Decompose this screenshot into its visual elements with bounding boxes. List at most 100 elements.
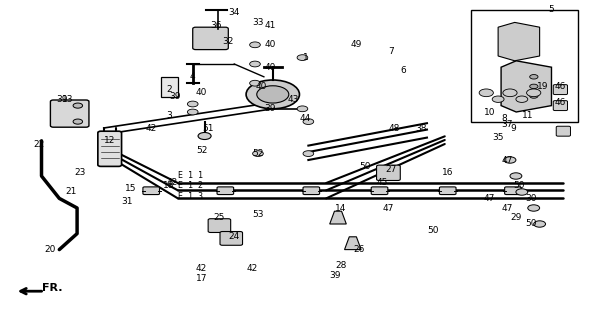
Text: 25: 25 <box>213 213 225 222</box>
Circle shape <box>187 101 198 107</box>
FancyBboxPatch shape <box>505 187 521 195</box>
Text: 47: 47 <box>501 204 513 212</box>
Text: 8: 8 <box>501 114 507 123</box>
Circle shape <box>530 75 538 79</box>
Text: 19: 19 <box>537 82 549 91</box>
Text: 47: 47 <box>501 156 513 164</box>
Text: 42: 42 <box>247 264 257 273</box>
Circle shape <box>516 96 528 102</box>
FancyBboxPatch shape <box>553 84 568 95</box>
Text: 52: 52 <box>252 149 264 158</box>
Polygon shape <box>501 61 551 112</box>
Text: 22: 22 <box>33 140 44 148</box>
Text: 13: 13 <box>62 95 74 104</box>
Circle shape <box>253 151 263 156</box>
Text: 47: 47 <box>483 194 495 203</box>
Text: 23: 23 <box>74 168 86 177</box>
Text: FR.: FR. <box>42 283 62 293</box>
Polygon shape <box>498 22 540 61</box>
Text: 17: 17 <box>196 274 208 283</box>
Text: 43: 43 <box>288 95 299 104</box>
Text: 39: 39 <box>169 92 181 100</box>
Text: 51: 51 <box>202 124 213 132</box>
Circle shape <box>303 151 314 156</box>
Text: 40: 40 <box>196 88 208 97</box>
Text: 45: 45 <box>377 178 388 187</box>
Circle shape <box>246 80 299 109</box>
Text: 24: 24 <box>229 232 240 241</box>
Text: 9: 9 <box>510 124 516 132</box>
Circle shape <box>530 94 538 98</box>
FancyBboxPatch shape <box>553 100 568 110</box>
Circle shape <box>297 55 308 60</box>
Text: 48: 48 <box>388 124 400 132</box>
FancyBboxPatch shape <box>208 219 231 233</box>
Text: 39: 39 <box>264 104 276 113</box>
Text: 40: 40 <box>255 82 267 91</box>
FancyBboxPatch shape <box>220 232 243 245</box>
Text: 50: 50 <box>359 162 371 171</box>
Text: 11: 11 <box>522 111 534 120</box>
FancyBboxPatch shape <box>303 187 320 195</box>
Circle shape <box>198 132 211 140</box>
Text: 18: 18 <box>163 181 175 190</box>
Text: 16: 16 <box>442 168 454 177</box>
Text: 39: 39 <box>329 271 341 280</box>
Circle shape <box>303 119 314 124</box>
Text: 10: 10 <box>483 108 495 116</box>
Circle shape <box>73 119 82 124</box>
Text: 41: 41 <box>264 21 276 30</box>
Text: 14: 14 <box>335 204 347 212</box>
FancyBboxPatch shape <box>217 187 234 195</box>
Text: 36: 36 <box>211 21 222 30</box>
Text: 15: 15 <box>125 184 136 193</box>
Text: 35: 35 <box>492 133 504 142</box>
Text: 4: 4 <box>190 72 196 81</box>
Text: 34: 34 <box>228 8 240 17</box>
FancyBboxPatch shape <box>161 77 178 97</box>
Text: 31: 31 <box>122 197 133 206</box>
Circle shape <box>73 103 82 108</box>
Text: 12: 12 <box>104 136 116 145</box>
Circle shape <box>250 42 260 48</box>
Circle shape <box>503 89 517 97</box>
Text: 30: 30 <box>525 194 537 203</box>
Text: 44: 44 <box>300 114 311 123</box>
Text: 52: 52 <box>196 146 208 155</box>
Text: 29: 29 <box>510 213 522 222</box>
FancyBboxPatch shape <box>50 100 89 127</box>
Text: 42: 42 <box>167 178 177 187</box>
Text: 20: 20 <box>44 245 56 254</box>
FancyBboxPatch shape <box>471 10 578 122</box>
Text: 46: 46 <box>554 98 566 107</box>
Circle shape <box>492 96 504 102</box>
Text: 27: 27 <box>385 165 397 174</box>
FancyBboxPatch shape <box>556 126 570 136</box>
FancyBboxPatch shape <box>193 27 228 50</box>
Text: 2: 2 <box>166 85 172 94</box>
Circle shape <box>479 89 493 97</box>
Circle shape <box>187 109 198 115</box>
Text: 42: 42 <box>196 264 207 273</box>
Circle shape <box>257 86 289 103</box>
Circle shape <box>510 173 522 179</box>
Circle shape <box>504 157 516 163</box>
Text: 50: 50 <box>525 220 537 228</box>
Circle shape <box>528 205 540 211</box>
Circle shape <box>250 61 260 67</box>
Circle shape <box>530 84 538 89</box>
Text: 28: 28 <box>335 261 347 270</box>
Text: 37: 37 <box>501 120 513 129</box>
FancyBboxPatch shape <box>98 131 122 166</box>
Text: 38: 38 <box>415 124 427 132</box>
Text: 1: 1 <box>302 53 308 62</box>
Text: 3: 3 <box>166 111 172 120</box>
Circle shape <box>250 80 260 86</box>
Text: 47: 47 <box>382 204 394 212</box>
Text: 21: 21 <box>65 188 77 196</box>
Text: 50: 50 <box>427 226 439 235</box>
Text: 39: 39 <box>56 95 68 104</box>
Text: 49: 49 <box>350 40 362 49</box>
Polygon shape <box>345 237 361 250</box>
Polygon shape <box>330 211 346 224</box>
